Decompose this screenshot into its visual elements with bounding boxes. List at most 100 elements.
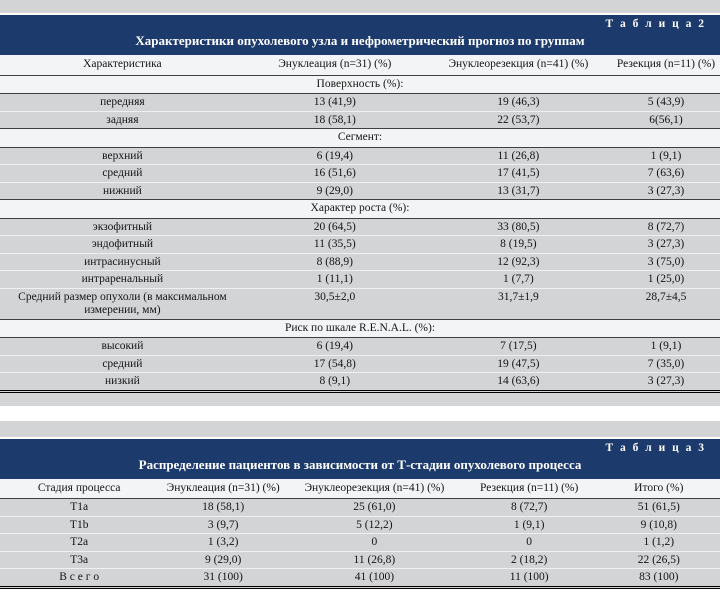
table-row: T2a 1 (3,2) 0 0 1 (1,2) [0, 533, 720, 551]
t-stage-distribution-table: Стадия процесса Энуклеация (n=31) (%) Энук… [0, 478, 720, 589]
column-header: Резекция (n=11) (%) [460, 478, 598, 499]
table-row: передняя 13 (41,9) 19 (46,3) 5 (43,9) [0, 94, 720, 112]
row-label: задняя [0, 110, 245, 129]
row-label: эндофитный [0, 235, 245, 253]
value-cell: 11 (26,8) [497, 149, 540, 162]
row-label: T3a [0, 550, 159, 569]
value-cell: 14 (63,6) [424, 372, 612, 391]
table-row: экзофитный 20 (64,5) 33 (80,5) 8 (72,7) [0, 218, 720, 236]
value-cell: 33 (80,5) [497, 220, 540, 233]
value-cell: 31,7±1,9 [424, 287, 612, 319]
value-cell: 1 (25,0) [611, 270, 720, 288]
value-cell: 1 (11,1) [244, 270, 425, 288]
row-label: высокий [101, 340, 144, 352]
value-cell: 9 (10,8) [597, 515, 720, 534]
section-header-row: Риск по шкале R.E.N.A.L. (%): [0, 318, 720, 338]
value-cell: 51 (61,5) [637, 501, 680, 513]
table-row: интраренальный 1 (11,1) 1 (7,7) 1 (25,0) [0, 270, 720, 288]
table-2-number-label: Т а б л и ц а 2 [605, 18, 706, 30]
panel-bottom-strip [0, 392, 720, 406]
section-header-row: Поверхность (%): [0, 74, 720, 94]
table-row: В с е г о 31 (100) 41 (100) 11 (100) 83 (100… [0, 568, 720, 587]
value-cell: 6(56,1) [611, 110, 720, 129]
value-cell: 41 (100) [287, 568, 461, 587]
table-row: эндофитный 11 (35,5) 8 (19,5) 3 (27,3) [0, 235, 720, 253]
row-label: средний [0, 164, 245, 182]
table-row: задняя 18 (58,1) 22 (53,7) 6(56,1) [0, 110, 720, 129]
table-row: нижний 9 (29,0) 13 (31,7) 3 (27,3) [0, 181, 720, 200]
value-cell: 5 (43,9) [647, 96, 685, 108]
row-label: интраренальный [0, 270, 245, 288]
value-cell: 11 (100) [460, 568, 598, 587]
value-cell: 1 (3,2) [158, 533, 288, 551]
row-label: нижний [0, 181, 245, 200]
table-2-body: Поверхность (%): передняя 13 (41,9) 19 (46,… [0, 74, 720, 391]
value-cell: 1 (7,7) [424, 270, 612, 288]
column-header: Энуклеорезекция (n=41) (%) [287, 478, 461, 499]
row-label: T1a [70, 501, 89, 513]
table-row: средний 16 (51,6) 17 (41,5) 7 (63,6) [0, 164, 720, 182]
tables-gap [0, 405, 720, 421]
value-cell: 1 (9,1) [650, 149, 682, 162]
table-row: высокий 6 (19,4) 7 (17,5) 1 (9,1) [0, 338, 720, 356]
value-cell: 1 (9,1) [460, 515, 598, 534]
value-cell: 22 (26,5) [597, 550, 720, 569]
value-cell: 22 (53,7) [424, 110, 612, 129]
value-cell: 3 (27,3) [611, 181, 720, 200]
value-cell: 13 (31,7) [424, 181, 612, 200]
row-label: В с е г о [0, 568, 159, 587]
value-cell: 11 (26,8) [287, 550, 461, 569]
value-cell: 8 (72,7) [647, 220, 685, 233]
table-3-body: T1a 18 (58,1) 25 (61,0) 8 (72,7) 51 (61,5) T1… [0, 499, 720, 587]
value-cell: 3 (27,3) [611, 235, 720, 253]
value-cell: 31 (100) [158, 568, 288, 587]
value-cell: 16 (51,6) [244, 164, 425, 182]
section-header-label: Характер роста (%): [0, 199, 720, 219]
value-cell: 11 (35,5) [244, 235, 425, 253]
column-header: Характеристика [0, 55, 245, 76]
table-3-number-label: Т а б л и ц а 3 [605, 441, 706, 454]
row-label: интрасинусный [0, 252, 245, 271]
column-header: Энуклеорезекция (n=41) (%) [424, 55, 612, 76]
value-cell: 3 (27,3) [611, 372, 720, 391]
value-cell: 28,7±4,5 [611, 287, 720, 319]
value-cell: 19 (46,3) [497, 96, 540, 108]
table-2-block: Т а б л и ц а 2 Характеристики опухолево… [0, 0, 720, 406]
section-header-label: Риск по шкале R.E.N.A.L. (%): [0, 318, 720, 338]
column-header: Итого (%) [597, 478, 720, 499]
table-row: T1b 3 (9,7) 5 (12,2) 1 (9,1) 9 (10,8) [0, 515, 720, 534]
column-header-row: Характеристика Энуклеация (n=31) (%) Энукл… [0, 55, 720, 76]
value-cell: 2 (18,2) [460, 550, 598, 569]
value-cell: 0 [287, 533, 461, 551]
value-cell: 7 (63,6) [611, 164, 720, 182]
value-cell: 20 (64,5) [313, 220, 356, 233]
value-cell: 18 (58,1) [202, 501, 245, 513]
value-cell: 6 (19,4) [316, 149, 353, 162]
value-cell: 18 (58,1) [244, 110, 425, 129]
value-cell: 3 (75,0) [611, 252, 720, 271]
table-row: T3a 9 (29,0) 11 (26,8) 2 (18,2) 22 (26,5) [0, 550, 720, 569]
value-cell: 9 (29,0) [244, 181, 425, 200]
table-row: средний 17 (54,8) 19 (47,5) 7 (35,0) [0, 354, 720, 373]
row-label: Средний размер опухоли (в максимальном и… [0, 287, 245, 319]
value-cell: 13 (41,9) [313, 96, 356, 108]
value-cell: 1 (9,1) [650, 340, 682, 352]
value-cell: 3 (9,7) [158, 515, 288, 534]
value-cell: 83 (100) [597, 568, 720, 587]
table-row: верхний 6 (19,4) 11 (26,8) 1 (9,1) [0, 147, 720, 165]
value-cell: 12 (92,3) [424, 252, 612, 271]
row-label: верхний [102, 149, 143, 162]
value-cell: 8 (19,5) [424, 235, 612, 253]
value-cell: 25 (61,0) [353, 501, 396, 513]
value-cell: 30,5±2,0 [244, 287, 425, 319]
table-row: интрасинусный 8 (88,9) 12 (92,3) 3 (75,0) [0, 252, 720, 271]
table-3-block: Т а б л и ц а 3 Распределение пациентов … [0, 420, 720, 589]
value-cell: 9 (29,0) [158, 550, 288, 569]
table-2-title: Характеристики опухолевого узла и нефром… [135, 33, 585, 48]
value-cell: 19 (47,5) [424, 354, 612, 373]
column-header: Резекция (n=11) (%) [611, 55, 720, 76]
row-label: T1b [0, 515, 159, 534]
column-header-row: Стадия процесса Энуклеация (n=31) (%) Энук… [0, 478, 720, 499]
value-cell: 1 (1,2) [597, 533, 720, 551]
panel-top-strip [0, 420, 720, 437]
